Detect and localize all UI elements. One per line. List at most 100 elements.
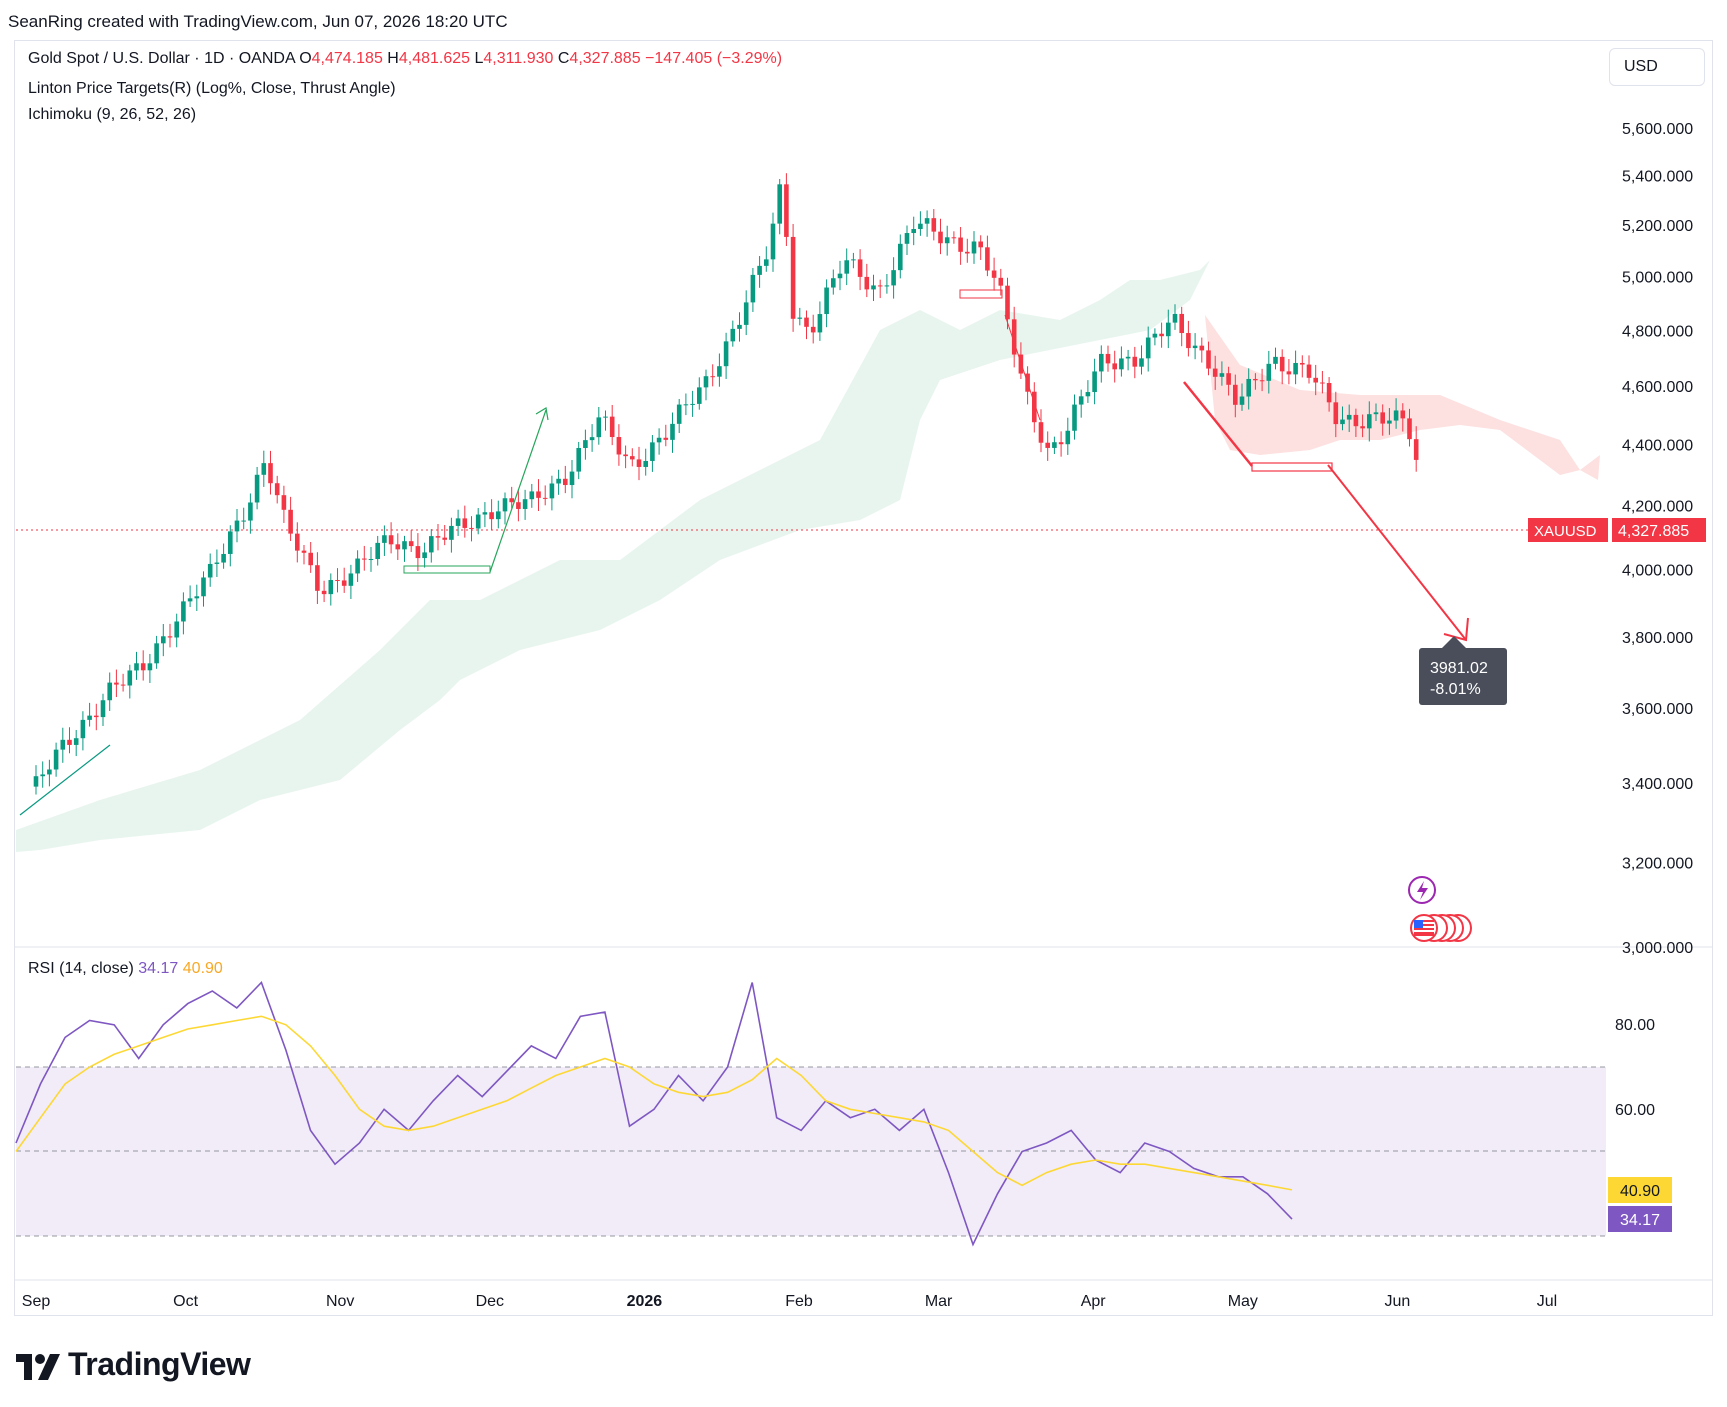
ichimoku-cloud-green — [16, 260, 1210, 852]
candle-body — [1333, 402, 1339, 425]
candle-body — [375, 542, 380, 560]
time-tick-label: 2026 — [627, 1293, 663, 1310]
candle-body — [60, 739, 66, 750]
linton-arrowhead-2 — [535, 407, 549, 421]
target-pct: -8.01% — [1430, 681, 1481, 698]
indicator-legend-linton[interactable]: Linton Price Targets(R) (Log%, Close, Th… — [28, 80, 396, 97]
candle-body — [817, 314, 823, 333]
candle-body — [931, 218, 937, 232]
price-tick-label: 4,600.000 — [1622, 379, 1693, 396]
time-tick-label: Sep — [22, 1293, 51, 1310]
candle-body — [288, 509, 293, 534]
price-tick-label: 5,600.000 — [1622, 121, 1693, 138]
candle-body — [777, 184, 782, 224]
time-tick-label: Dec — [476, 1293, 504, 1310]
candle-body — [475, 514, 481, 529]
candle-body — [891, 270, 896, 286]
candle-body — [697, 387, 702, 404]
candle-body — [107, 682, 112, 701]
candle-body — [1313, 377, 1318, 383]
candle-body — [804, 317, 809, 327]
rsi-lines-group — [15, 981, 1293, 1247]
rsi-value-badge-value: 34.17 — [1620, 1212, 1660, 1229]
candle-body — [938, 231, 943, 244]
rsi-value-badge: 34.17 — [1608, 1206, 1672, 1232]
symbol-legend[interactable]: Gold Spot / U.S. Dollar · 1D · OANDA O4,… — [28, 50, 782, 68]
time-axis[interactable]: Sep Oct Nov Dec 2026 Feb Mar Apr May Jun Jul — [22, 1293, 1557, 1310]
price-tick-label: 3,200.000 — [1622, 855, 1693, 872]
indicator-legend-ichimoku[interactable]: Ichimoku (9, 26, 52, 26) — [28, 106, 197, 123]
candle-body — [656, 437, 662, 443]
candle-body — [127, 670, 133, 686]
tradingview-brand: TradingView — [68, 1346, 251, 1382]
candle-body — [857, 259, 863, 277]
candle-body — [1279, 356, 1285, 372]
candle-body — [1011, 319, 1017, 355]
candle-body — [147, 663, 153, 671]
rsi-tick-80: 80.00 — [1615, 1017, 1655, 1034]
candle-body — [489, 512, 494, 520]
candle-body — [94, 715, 99, 718]
candle-body — [455, 518, 461, 526]
candle-body — [1273, 356, 1278, 364]
attribution: SeanRing created with TradingView.com, J… — [8, 12, 508, 31]
rsi-axis[interactable]: 80.00 60.00 — [1615, 1017, 1655, 1119]
candle-body — [241, 520, 246, 522]
candle-body — [797, 317, 803, 319]
candle-body — [549, 483, 555, 499]
candle-body — [449, 525, 454, 540]
candle-body — [1085, 392, 1091, 397]
us-flag-events-icon[interactable] — [1410, 914, 1472, 942]
candle-body — [140, 663, 146, 671]
candle-body — [978, 241, 983, 248]
candle-body — [884, 285, 890, 287]
candle-body — [1413, 439, 1419, 460]
candle-body — [114, 682, 119, 685]
candle-body — [1186, 333, 1191, 349]
candle-body — [1058, 442, 1064, 445]
rsi-legend-value: 34.17 — [138, 960, 179, 977]
candle-body — [388, 535, 394, 545]
candle-body — [207, 563, 213, 578]
candle-body — [33, 776, 39, 787]
candle-body — [542, 497, 548, 499]
rsi-legend[interactable]: RSI (14, close) 34.17 40.90 — [28, 960, 223, 978]
time-tick-label: May — [1228, 1293, 1258, 1310]
currency-button[interactable]: USD — [1609, 48, 1705, 86]
candle-body — [154, 643, 159, 664]
candle-body — [871, 285, 876, 290]
candle-body — [676, 404, 682, 424]
candle-body — [1320, 382, 1325, 384]
candle-body — [395, 544, 401, 550]
candle-body — [844, 260, 849, 274]
open-label: O — [299, 50, 312, 67]
candle-body — [1159, 333, 1164, 337]
candle-body — [730, 328, 736, 342]
candle-body — [328, 580, 334, 595]
lightning-event-icon[interactable] — [1408, 876, 1436, 904]
candle-body — [1246, 378, 1251, 397]
candle-body — [1387, 420, 1392, 424]
price-tick-label: 5,000.000 — [1622, 270, 1693, 287]
linton-thrust-line-2 — [489, 409, 547, 573]
low-label: L — [474, 50, 484, 67]
candle-body — [703, 376, 709, 388]
candle-body — [1172, 313, 1178, 323]
candle-body — [335, 580, 340, 582]
candle-body — [408, 541, 414, 547]
rsi-ma-badge-value: 40.90 — [1620, 1183, 1660, 1200]
candle-body — [757, 265, 762, 275]
time-tick-label: Jul — [1537, 1293, 1557, 1310]
candle-body — [40, 774, 45, 777]
candle-body — [234, 520, 240, 532]
price-tick-label: 3,400.000 — [1622, 776, 1693, 793]
rsi-title: RSI (14, close) — [28, 960, 134, 977]
price-axis[interactable]: 5,600.000 5,400.000 5,200.000 5,000.000 4,80… — [1622, 121, 1693, 957]
candle-body — [683, 404, 689, 406]
candle-body — [1092, 371, 1097, 393]
candle-body — [737, 324, 742, 329]
candle-body — [522, 499, 528, 509]
candle-body — [831, 278, 836, 288]
high-label: H — [387, 50, 399, 67]
